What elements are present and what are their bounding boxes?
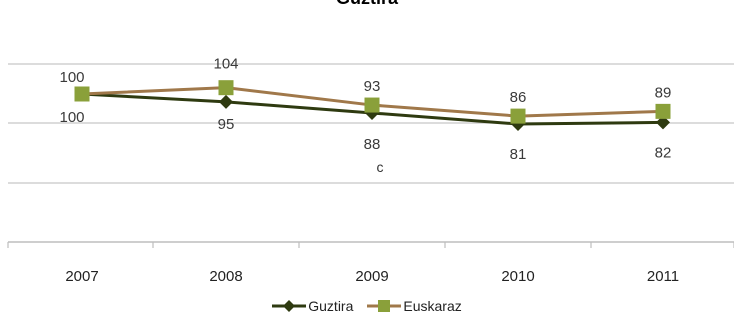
chart-title: Guztira [0,0,734,9]
legend-item-euskaraz: Euskaraz [367,298,462,314]
point-euskaraz [510,108,526,124]
legend-label-euskaraz: Euskaraz [403,298,462,314]
data-label-euskaraz: 100 [59,69,84,86]
legend-swatch-guztira [272,299,307,313]
x-tick-label: 2009 [355,268,388,285]
point-euskaraz [364,97,380,113]
legend: Guztira Euskaraz [0,298,734,314]
x-tick-label: 2010 [501,268,534,285]
x-tick-label: 2011 [647,268,679,285]
data-label-euskaraz: 86 [510,89,527,106]
legend-item-guztira: Guztira [272,298,353,314]
x-tick-label: 2008 [209,268,242,285]
data-label-guztira: 82 [655,144,672,161]
x-tick-label: 2007 [65,268,98,285]
data-label-euskaraz: 89 [655,84,672,101]
point-guztira [219,94,233,109]
legend-swatch-euskaraz [367,299,402,313]
data-label-euskaraz: 104 [213,56,238,73]
data-label-guztira: 81 [510,146,527,163]
point-guztira [656,115,670,130]
annotation-text: c [377,159,384,175]
point-euskaraz [655,103,671,119]
legend-label-guztira: Guztira [308,298,354,314]
data-label-guztira: 100 [59,109,84,126]
data-label-guztira: 95 [218,116,235,133]
point-euskaraz [218,80,234,96]
data-label-guztira: 88 [364,136,381,153]
data-label-euskaraz: 93 [364,78,381,95]
point-euskaraz [74,86,90,102]
